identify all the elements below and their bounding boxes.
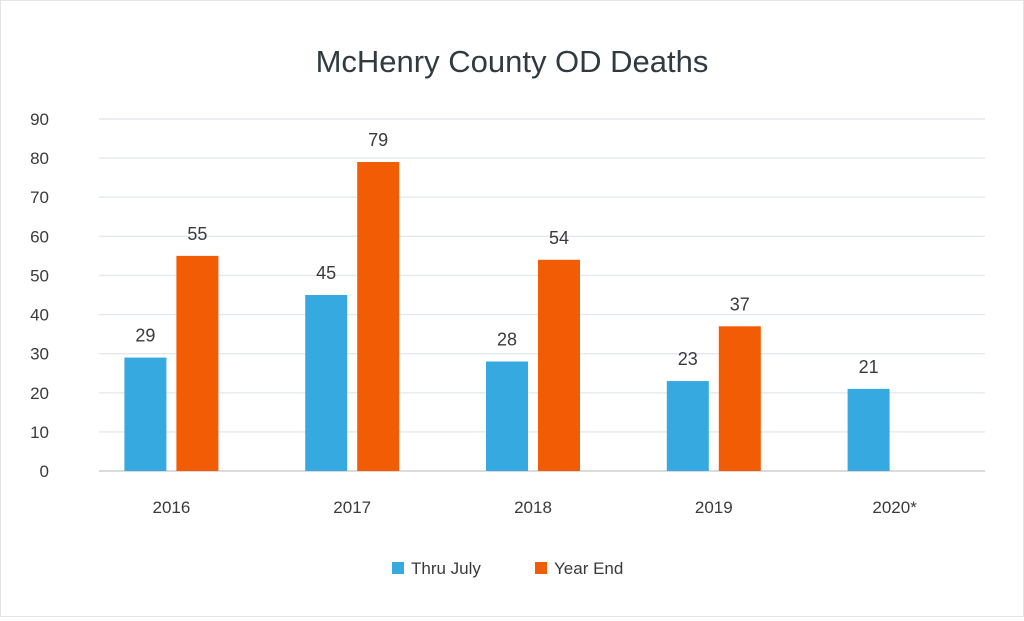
bar-year-end-2017 (357, 162, 400, 471)
data-label: 28 (497, 329, 517, 349)
bar-thru-july-2018 (486, 361, 528, 471)
y-axis-ticks: 0 10 20 30 40 50 60 70 80 90 (30, 110, 49, 481)
y-tick-label: 70 (30, 188, 49, 207)
bar-thru-july-2016 (124, 357, 167, 471)
x-axis-ticks: 2016 2017 2018 2019 2020* (152, 498, 917, 517)
bar-year-end-2016 (176, 255, 219, 471)
bar-thru-july-2017 (305, 295, 348, 471)
bar-thru-july-2019 (666, 381, 709, 471)
data-label: 29 (135, 326, 155, 346)
y-tick-label: 90 (30, 110, 49, 129)
legend-swatch (392, 562, 404, 574)
bar-year-end-2018 (538, 259, 580, 471)
x-tick-label: 2020* (872, 498, 917, 517)
data-label: 23 (678, 349, 698, 369)
x-tick-label: 2017 (333, 498, 371, 517)
data-label: 54 (549, 228, 569, 248)
y-tick-label: 30 (30, 345, 49, 364)
y-tick-label: 80 (30, 149, 49, 168)
x-tick-label: 2016 (152, 498, 190, 517)
bar-year-end-2019 (718, 326, 761, 471)
legend-item-thru-july: Thru July (392, 559, 481, 578)
x-tick-label: 2019 (695, 498, 733, 517)
y-tick-label: 0 (40, 462, 49, 481)
y-tick-label: 60 (30, 227, 49, 246)
bar-thru-july-2020 (847, 388, 890, 471)
data-label: 37 (730, 294, 750, 314)
data-label: 55 (187, 224, 207, 244)
bars (124, 162, 890, 471)
data-labels: 29 55 45 79 28 54 23 37 21 (135, 130, 878, 377)
data-label: 79 (368, 130, 388, 150)
legend-item-year-end: Year End (535, 559, 623, 578)
legend-swatch (535, 562, 547, 574)
y-tick-label: 20 (30, 384, 49, 403)
data-label: 21 (859, 357, 879, 377)
legend-label: Year End (554, 559, 623, 578)
legend-label: Thru July (411, 559, 481, 578)
legend: Thru July Year End (392, 559, 623, 578)
y-tick-label: 10 (30, 423, 49, 442)
y-tick-label: 40 (30, 306, 49, 325)
data-label: 45 (316, 263, 336, 283)
y-tick-label: 50 (30, 266, 49, 285)
chart-title: McHenry County OD Deaths (316, 44, 709, 79)
x-tick-label: 2018 (514, 498, 552, 517)
